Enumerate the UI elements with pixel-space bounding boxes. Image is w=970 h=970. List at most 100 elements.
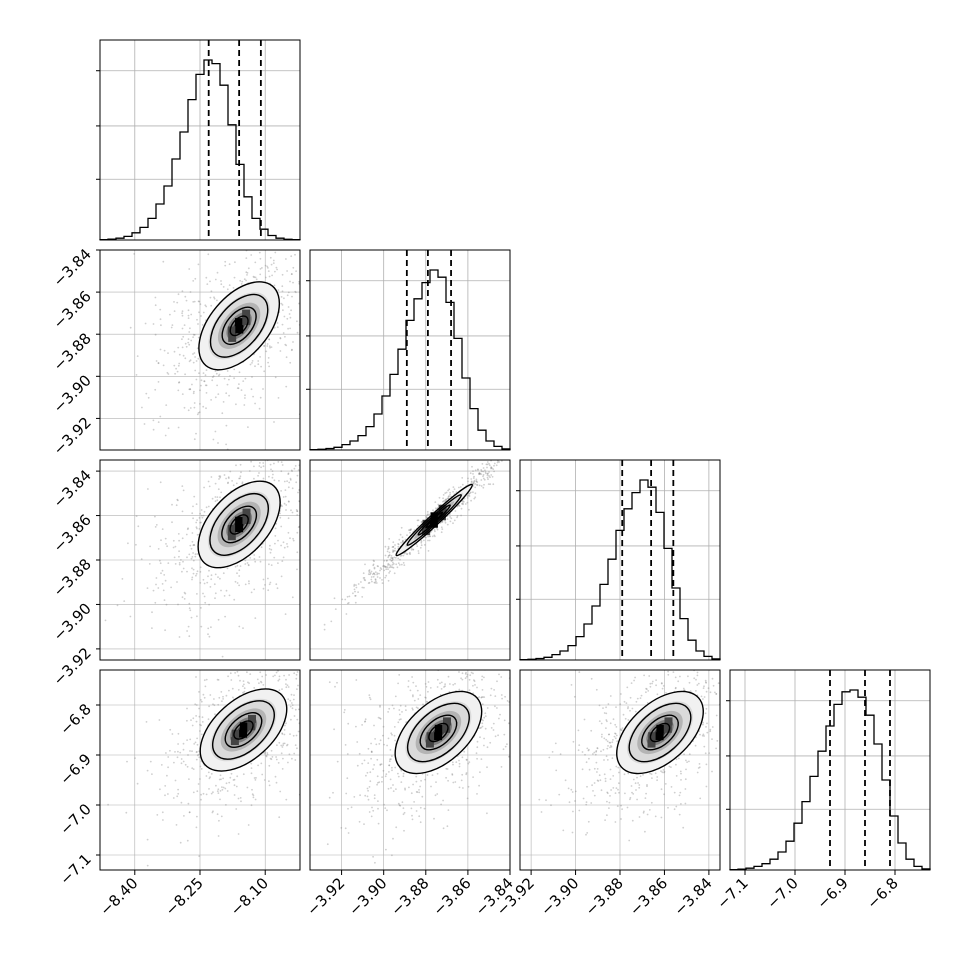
sample-point <box>460 779 463 782</box>
sample-point <box>436 686 439 688</box>
sample-point <box>304 696 306 698</box>
sample-point <box>258 407 261 410</box>
sample-point <box>221 788 224 791</box>
sample-point <box>135 515 138 517</box>
sample-point <box>344 744 347 746</box>
sample-point <box>447 779 449 782</box>
sample-point <box>605 755 608 758</box>
sample-point <box>257 474 259 477</box>
sample-point <box>246 562 249 564</box>
sample-point <box>442 799 444 802</box>
sample-point <box>564 779 567 782</box>
sample-point <box>498 454 500 456</box>
sample-point <box>466 797 469 800</box>
sample-point <box>161 811 164 814</box>
sample-point <box>135 374 138 376</box>
sample-point <box>392 837 394 840</box>
sample-point <box>406 553 409 556</box>
sample-point <box>238 383 240 385</box>
sample-point <box>283 502 286 505</box>
sample-point <box>193 406 196 409</box>
sample-point <box>159 415 162 418</box>
sample-point <box>391 557 394 559</box>
sample-point <box>460 677 462 680</box>
sample-point <box>412 548 414 551</box>
sample-point <box>364 720 366 723</box>
sample-point <box>155 360 158 362</box>
sample-point <box>263 345 265 347</box>
sample-point <box>189 359 192 362</box>
sample-point <box>301 290 303 292</box>
sample-point <box>370 578 373 581</box>
sample-point <box>276 322 279 324</box>
sample-point <box>171 503 173 506</box>
sample-point <box>504 455 506 457</box>
sample-point <box>176 756 179 759</box>
sample-point <box>188 778 190 780</box>
sample-point <box>445 767 448 770</box>
sample-point <box>361 596 364 598</box>
sample-point <box>160 539 162 542</box>
sample-point <box>568 801 571 804</box>
sample-point <box>473 475 475 478</box>
sample-point <box>353 583 356 586</box>
sample-point <box>220 491 223 494</box>
sample-point <box>476 484 478 486</box>
density-bin <box>235 318 243 327</box>
sample-point <box>705 707 708 710</box>
sample-point <box>631 791 633 794</box>
sample-point <box>284 613 287 615</box>
sample-point <box>207 575 209 578</box>
sample-point <box>197 300 200 303</box>
sample-point <box>606 792 609 795</box>
sample-point <box>620 693 622 695</box>
sample-point <box>373 560 375 563</box>
sample-point <box>441 528 444 530</box>
sample-point <box>252 242 254 244</box>
sample-point <box>500 694 503 696</box>
sample-point <box>253 554 256 556</box>
sample-point <box>146 769 149 772</box>
sample-point <box>364 579 367 582</box>
sample-point <box>283 315 286 318</box>
sample-point <box>386 809 388 812</box>
sample-point <box>314 453 316 455</box>
sample-point <box>305 504 307 506</box>
sample-point <box>262 684 265 686</box>
sample-point <box>245 279 248 282</box>
sample-point <box>247 267 250 270</box>
sample-point <box>388 760 391 763</box>
sample-point <box>616 740 619 743</box>
density-bin <box>421 527 430 536</box>
sample-point <box>303 735 305 737</box>
sample-point <box>590 802 593 804</box>
sample-point <box>468 495 471 497</box>
sample-point <box>684 802 687 805</box>
sample-point <box>446 768 449 770</box>
sample-point <box>207 771 210 774</box>
sample-point <box>273 462 275 465</box>
density-bin <box>242 309 251 318</box>
sample-point <box>392 790 395 792</box>
sample-point <box>195 704 198 706</box>
sample-point <box>198 528 201 530</box>
sample-point <box>631 819 634 822</box>
sample-point <box>273 556 276 559</box>
sample-point <box>251 376 253 378</box>
sample-point <box>190 557 193 560</box>
sample-point <box>725 670 727 672</box>
sample-point <box>193 300 196 303</box>
sample-point <box>483 744 485 747</box>
sample-point <box>261 773 264 776</box>
sample-point <box>295 291 297 294</box>
sample-point <box>590 677 593 680</box>
sample-point <box>196 413 199 416</box>
sample-point <box>280 544 282 547</box>
panel-frame <box>309 249 511 451</box>
sample-point <box>282 742 285 745</box>
sample-point <box>189 327 191 330</box>
sample-point <box>608 741 611 744</box>
sample-point <box>321 232 323 234</box>
sample-point <box>618 782 620 785</box>
sample-point <box>419 694 422 696</box>
